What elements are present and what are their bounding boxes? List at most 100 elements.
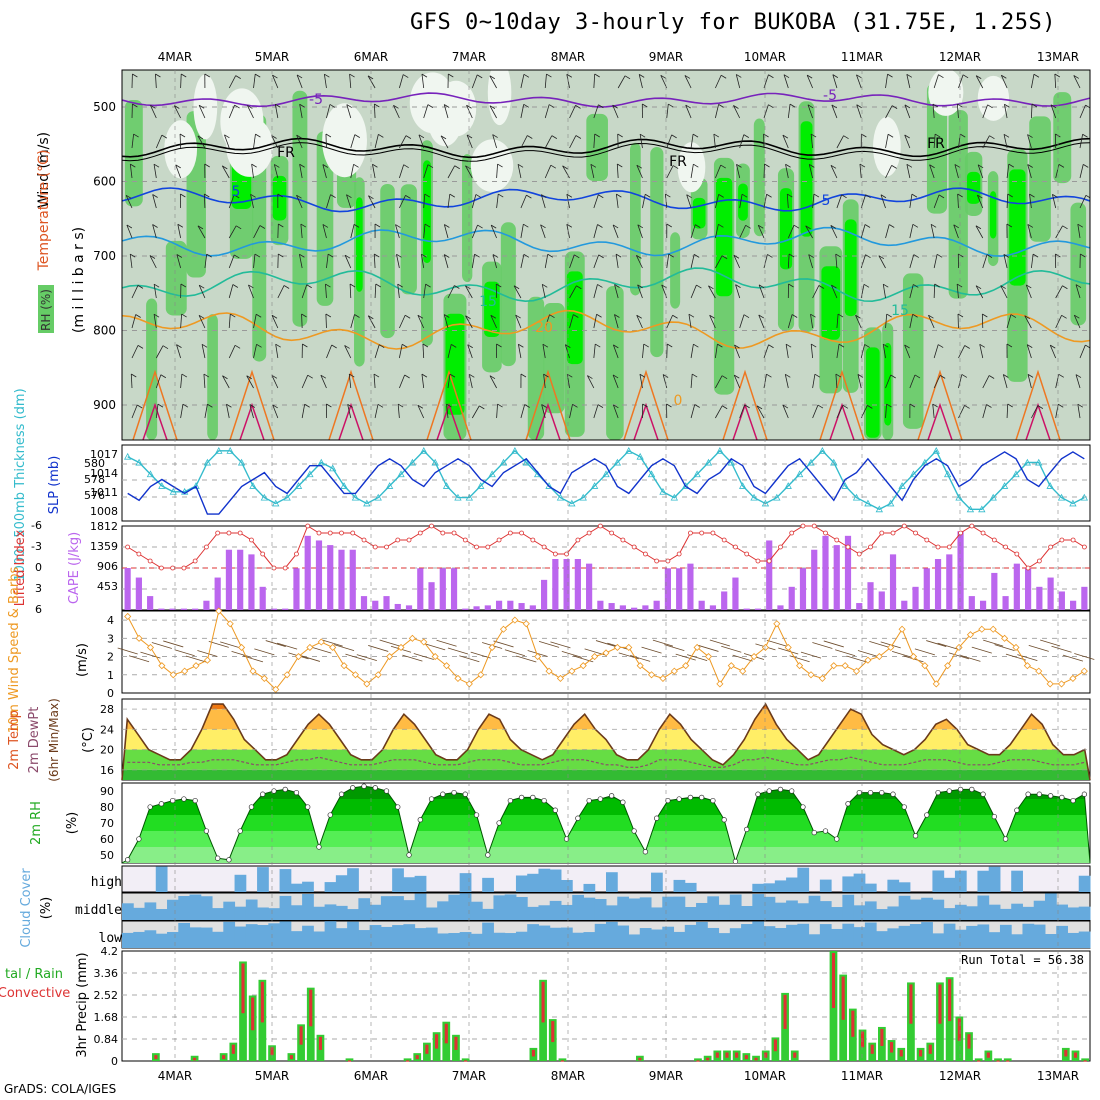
- wind-barb: [958, 405, 965, 419]
- cloud-bar: [786, 900, 798, 920]
- cloud-bar: [954, 904, 967, 920]
- wind-barb: [810, 134, 814, 149]
- wind-barb: [176, 344, 181, 359]
- wind-barb-flag: [518, 343, 524, 348]
- isotherm-15: [122, 267, 1090, 303]
- wind-barb: [492, 134, 497, 149]
- li-point: [811, 523, 817, 529]
- wind-barb-flag: [721, 255, 728, 260]
- wind-barb-flag: [720, 164, 726, 169]
- precip-bar: [403, 1058, 412, 1061]
- wind10-barb: [1005, 653, 1027, 661]
- rh2m-point: [327, 812, 333, 818]
- wind10-point: [545, 667, 553, 675]
- wind-barb: [612, 104, 619, 119]
- thickness-point: [841, 482, 849, 489]
- wind-barb-flag: [137, 285, 144, 289]
- wind-barb-flag: [397, 403, 404, 408]
- rh-patch-mid: [146, 298, 158, 440]
- wind10-barb: [766, 639, 787, 647]
- wind-barb: [447, 344, 452, 359]
- wind10-barb: [971, 646, 992, 654]
- ylabel-temp-units: (°C): [81, 727, 96, 753]
- cloud-bar: [133, 907, 146, 920]
- wind10-barb: [356, 654, 377, 662]
- wind10-barb: [299, 655, 321, 662]
- wind10-point: [260, 674, 268, 682]
- rh2m-point: [181, 796, 187, 802]
- cloud-bar: [752, 883, 765, 892]
- thickness-point: [124, 452, 132, 460]
- wind-barb: [982, 404, 987, 419]
- wind-barb-flag: [157, 403, 164, 408]
- wind-barb: [496, 194, 499, 209]
- thickness-point: [408, 458, 417, 466]
- precip-convective-bar: [541, 981, 545, 1023]
- wind-barb: [250, 194, 254, 209]
- rh-patch-bright: [779, 188, 793, 270]
- wind-barb: [637, 224, 643, 239]
- temp-tick-label: 24: [100, 723, 114, 736]
- wind-barb: [417, 315, 425, 329]
- wind-barb: [836, 135, 844, 149]
- wind10-barb: [459, 655, 480, 663]
- wind-barb-flag: [393, 104, 399, 109]
- wind10-barb: [869, 640, 890, 648]
- cloud-bar: [302, 881, 314, 892]
- wind-barb-flag: [152, 224, 158, 228]
- wind-barb: [1055, 285, 1063, 299]
- cloud-bar: [189, 894, 202, 920]
- wind-barb: [271, 315, 279, 329]
- li-point: [845, 544, 851, 550]
- wind-barb-flag: [1027, 224, 1034, 228]
- wind-barb: [909, 224, 914, 239]
- cloud-bar: [988, 932, 1001, 948]
- wind-barb-flag: [330, 194, 336, 198]
- wind10-barb: [311, 646, 332, 654]
- thickness-point: [875, 505, 883, 513]
- wind-barb-flag: [354, 134, 361, 138]
- wind-barb: [443, 104, 449, 119]
- rh-patch-bright: [484, 281, 500, 338]
- cloud-bar: [380, 896, 393, 920]
- pressure-tick-label: 500: [93, 100, 116, 114]
- wind10-point: [203, 656, 211, 664]
- rh-patch-mid: [207, 314, 218, 440]
- wind-barb: [666, 254, 670, 269]
- wind10-point: [852, 667, 861, 675]
- precip-tick-label: 0.84: [94, 1033, 119, 1046]
- li-point: [620, 537, 626, 543]
- wind10-barb: [983, 639, 1004, 647]
- cape-bar: [135, 577, 142, 610]
- precip-convective-bar: [231, 1044, 235, 1054]
- rh-patch-bright: [272, 175, 287, 221]
- wind-barb: [373, 254, 376, 269]
- wind-barb-flag: [424, 223, 431, 228]
- wind-barb: [393, 105, 400, 119]
- wind-barb-flag: [807, 104, 814, 109]
- wind-barb-flag: [1085, 194, 1090, 199]
- date-label-top-5MAR: 5MAR: [255, 50, 290, 64]
- thickness-point: [909, 470, 918, 478]
- rh2m-point: [1070, 797, 1076, 804]
- li-tick-label: -6: [31, 519, 42, 532]
- cloud-bar: [538, 925, 551, 948]
- wind-barb-flag: [906, 73, 913, 78]
- wind-barb-flag: [137, 345, 144, 349]
- wind-barb-flag: [1024, 315, 1030, 320]
- date-label-top-7MAR: 7MAR: [452, 50, 487, 64]
- wind-barb-flag: [743, 134, 750, 138]
- wind10-barb: [709, 639, 730, 647]
- cloud-bar: [741, 906, 753, 920]
- precip-bar: [994, 1058, 1002, 1061]
- cloud-bar: [178, 922, 191, 948]
- li-point: [316, 530, 322, 536]
- isotherm-spike-inner: [633, 402, 659, 440]
- precip-convective-bar: [928, 1044, 932, 1054]
- ylabel-slp: SLP (mb): [47, 456, 62, 515]
- wind-barb-flag: [832, 74, 839, 78]
- wind-barb-flag: [130, 163, 136, 168]
- li-point: [271, 565, 277, 571]
- cloud-bar: [234, 906, 247, 920]
- wind-barb: [904, 344, 911, 359]
